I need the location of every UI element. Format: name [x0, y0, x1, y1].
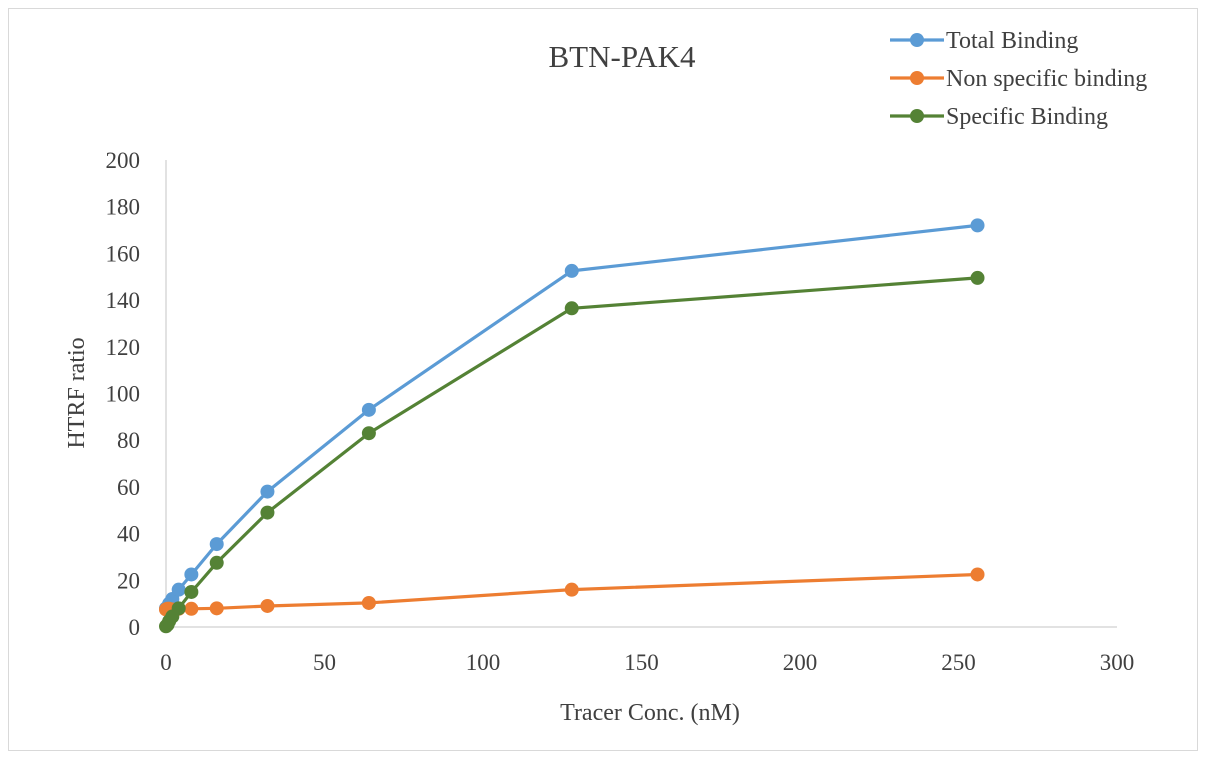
data-point: [361, 595, 376, 610]
legend-marker: [910, 71, 924, 85]
data-point: [361, 402, 376, 417]
data-point: [171, 582, 186, 597]
legend-entry: Non specific binding: [890, 66, 1147, 92]
y-axis-title: HTRF ratio: [64, 337, 90, 448]
y-tick-label: 20: [117, 568, 140, 593]
x-tick-label: 50: [313, 650, 336, 675]
data-point: [184, 584, 199, 599]
data-point: [184, 567, 199, 582]
axes: 0 20 40 60 80 100 120 140 160 180 200 0 50 100 150 200 2…: [106, 148, 1135, 675]
y-tick-label: 200: [106, 148, 141, 173]
data-point: [564, 301, 579, 316]
legend: Total Binding Non specific binding Specifi…: [890, 28, 1147, 130]
y-tick-label: 140: [106, 288, 141, 313]
data-point: [184, 601, 199, 616]
x-tick-label: 100: [466, 650, 501, 675]
data-point: [209, 537, 224, 552]
legend-label: Specific Binding: [946, 104, 1108, 130]
data-point: [209, 555, 224, 570]
data-point: [260, 505, 275, 520]
legend-label: Total Binding: [946, 28, 1078, 54]
chart-title: BTN-PAK4: [549, 39, 696, 74]
x-tick-label: 150: [624, 650, 659, 675]
x-tick-label: 0: [160, 650, 172, 675]
y-tick-label: 60: [117, 475, 140, 500]
series-layer: [159, 218, 985, 634]
legend-label: Non specific binding: [946, 66, 1147, 92]
y-tick-label: 180: [106, 195, 141, 220]
y-tick-label: 100: [106, 382, 141, 407]
data-point: [564, 582, 579, 597]
y-tick-label: 160: [106, 241, 141, 266]
data-point: [260, 484, 275, 499]
data-point: [361, 426, 376, 441]
legend-marker: [910, 109, 924, 123]
series-non-specific-binding: [159, 567, 985, 617]
data-point: [209, 601, 224, 616]
y-tick-label: 80: [117, 428, 140, 453]
data-point: [564, 263, 579, 278]
x-tick-label: 200: [783, 650, 818, 675]
data-point: [970, 567, 985, 582]
data-point: [260, 598, 275, 613]
y-tick-label: 0: [129, 615, 141, 640]
y-tick-label: 120: [106, 335, 141, 360]
x-tick-label: 300: [1100, 650, 1135, 675]
data-point: [970, 218, 985, 233]
legend-entry: Total Binding: [890, 28, 1078, 54]
legend-marker: [910, 33, 924, 47]
series-line: [165, 223, 978, 610]
y-tick-label: 40: [117, 522, 140, 547]
x-tick-label: 250: [941, 650, 976, 675]
legend-entry: Specific Binding: [890, 104, 1108, 130]
data-point: [970, 270, 985, 285]
series-total-binding: [159, 218, 985, 616]
series-line: [164, 276, 978, 628]
series-specific-binding: [159, 270, 985, 634]
x-axis-title: Tracer Conc. (nM): [560, 700, 740, 726]
data-point: [171, 601, 186, 616]
